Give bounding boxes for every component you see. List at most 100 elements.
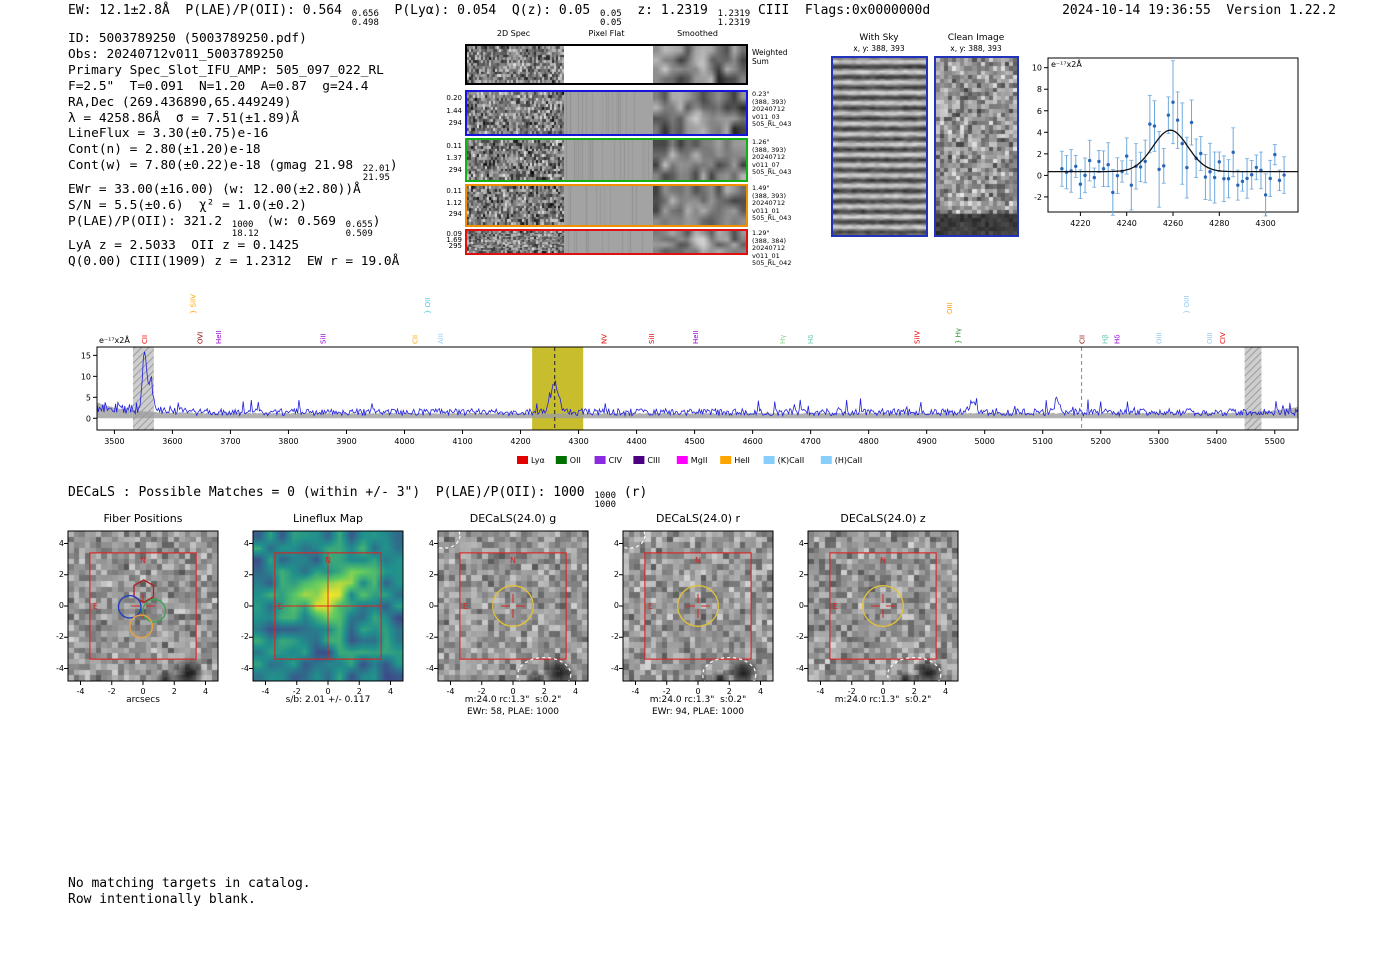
panel-x-tick-label: 0	[510, 687, 516, 696]
amp-smoothed-image	[653, 92, 746, 134]
with_sky-image	[833, 58, 926, 235]
super-sub-value: 1000 18.12	[230, 221, 259, 238]
spectrum-x-tick-label: 3600	[162, 437, 182, 446]
panel-x-tick-label: 4	[387, 687, 394, 696]
zoom-data-point	[1115, 173, 1120, 178]
east-label: E	[648, 602, 653, 611]
line-fit-zoom-plot: 4220 4240 4260 4280 4300 -2 0 2 4 6 8 10 e⁻¹⁷x2Å	[1032, 57, 1299, 228]
panel-overlay: NE	[619, 530, 774, 685]
amp-2d-spec-image	[467, 140, 564, 180]
legend-swatch	[555, 456, 567, 464]
rest-line-label: OIII	[1206, 332, 1214, 344]
panel-axes-box	[437, 530, 589, 682]
info-line: Cont(w) = 7.80(±0.22)e-18 (gmag 21.98 22…	[68, 158, 398, 183]
panel-x-tick-label: 2	[541, 687, 547, 696]
legend-label: OII	[570, 456, 581, 465]
amp-right-meta-line: 1.26"	[752, 138, 770, 146]
zoom-data-point	[1180, 141, 1184, 146]
amp-left-stat: 0.09	[446, 230, 462, 238]
panel-x-tick-label: 4	[572, 687, 579, 696]
panel-y-tick-label: 0	[798, 601, 804, 610]
super-sub-value: 22.01 21.95	[361, 165, 390, 182]
rest-line-label: CIV	[1219, 332, 1227, 344]
rest-line-label: } OII	[424, 298, 432, 314]
footer-line: Row intentionally blank.	[68, 891, 256, 907]
amp-right-meta-line: 1.49"	[752, 184, 770, 192]
panel-xlabel2: EWr: 94, PLAE: 1000	[651, 707, 745, 717]
panel-y-tick-label: 2	[58, 569, 64, 579]
zoom-data-point	[1217, 160, 1221, 164]
amp-row-right-meta: 0.23" (388, 393) 20240712 v011_03 505_RL_043	[752, 90, 791, 129]
panel-xlabel: m:24.0 rc:1.3" s:0.2"	[834, 695, 932, 705]
panel-y-tick-label: -2	[56, 632, 64, 642]
amp-right-meta-line: (388, 393)	[752, 191, 787, 200]
rest-line-label: OIII	[946, 302, 954, 314]
extraction-box	[829, 552, 937, 660]
zoom-data-point	[1222, 177, 1226, 181]
amp-2d-spec-image	[467, 186, 564, 225]
north-label: N	[140, 556, 146, 565]
amp-right-meta-line: (388, 393)	[752, 145, 787, 154]
zoom-x-tick-label: 4240	[1117, 219, 1137, 228]
sub-value: 0.498	[351, 17, 379, 28]
panel-y-tick-label: -2	[796, 632, 804, 642]
spectrum-x-tick-label: 3500	[104, 437, 124, 446]
panel-y-tick-label: -2	[426, 632, 434, 642]
panel-y-tick-label: 0	[613, 601, 619, 610]
panel-image	[68, 531, 218, 681]
panel-y-tick-label: 0	[58, 601, 64, 610]
panel-y-tick-label: 2	[613, 569, 619, 579]
rest-line-label: AlII	[437, 333, 445, 344]
rest-line-label: Hδ	[1113, 334, 1121, 344]
legend-swatch	[720, 456, 732, 464]
rest-line-label: CII	[141, 335, 149, 344]
amp-cutout-row	[465, 229, 748, 255]
panel-x-tick-label: -2	[847, 687, 856, 696]
panel-y-tick-label: 0	[428, 601, 434, 610]
panel-y-tick-label: 4	[428, 538, 434, 548]
clean-image	[936, 58, 1017, 235]
zoom-data-point	[1185, 165, 1189, 170]
zoom-x-tick-label: 4220	[1070, 219, 1090, 228]
zoom-data-point	[1263, 193, 1268, 197]
with_sky-coords: x, y: 388, 393	[853, 44, 905, 53]
zoom-data-point	[1282, 173, 1286, 177]
panel-x-tick-label: -4	[76, 687, 85, 696]
zoom-data-point	[1129, 183, 1134, 187]
super-sub-value: 1.2319 1.2319	[716, 10, 751, 27]
super-value: 0.656	[351, 9, 379, 19]
panel-lineflux-map: Lineflux Map N E -4 -4 -2 -2 0 0 2 2 4 4 s/b: 2.01 +/…	[215, 505, 441, 720]
amp-left-stat: 1.37	[446, 154, 462, 162]
zoom-data-point	[1125, 154, 1129, 158]
cutout-col-header: 2D Spec	[496, 29, 531, 38]
panel-y-tick-label: 4	[243, 538, 249, 548]
spectrum-x-tick-label: 4300	[568, 437, 588, 446]
legend-label: MgII	[691, 456, 708, 465]
catalog-source-ellipse	[438, 531, 461, 549]
panel-title: DECaLS(24.0) g	[469, 512, 557, 525]
sub-value: 0.509	[345, 228, 373, 239]
amp-right-meta-line: 20240712	[752, 153, 786, 162]
spectrum-x-tick-label: 3700	[220, 437, 240, 446]
aperture-circle	[677, 585, 719, 627]
zoom-x-tick-label: 4280	[1209, 219, 1229, 228]
legend-label: Lyα	[531, 456, 545, 465]
legend-label: HeII	[734, 456, 750, 465]
spectrum-unit-label: e⁻¹⁷x2Å	[99, 334, 130, 345]
amp-smoothed-image	[653, 186, 746, 225]
with_sky-title: With Sky	[859, 33, 899, 43]
rest-line-label: CII	[411, 335, 419, 344]
zoom-data-point	[1138, 165, 1143, 169]
amp-left-stat: 295	[448, 242, 462, 250]
super-sub-value: 0.655 0.509	[344, 221, 373, 238]
clean-image-box	[934, 56, 1019, 237]
zoom-y-tick-label: -2	[1034, 193, 1042, 202]
zoom-data-point	[1199, 151, 1203, 156]
amp-left-stat: 1.44	[446, 106, 462, 115]
clean-coords: x, y: 388, 393	[950, 44, 1002, 53]
zoom-data-point	[1106, 163, 1110, 167]
amp-left-stat: 1.12	[446, 198, 462, 207]
zoom-data-point	[1087, 158, 1092, 163]
panel-title: Lineflux Map	[292, 512, 364, 525]
